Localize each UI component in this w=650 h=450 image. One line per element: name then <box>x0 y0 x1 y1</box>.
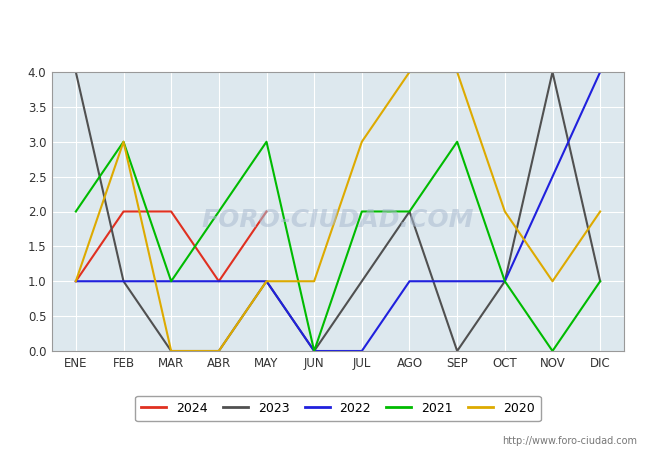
Text: Matriculaciones de Vehiculos en Rairiz de Veiga: Matriculaciones de Vehiculos en Rairiz d… <box>128 14 522 32</box>
Text: http://www.foro-ciudad.com: http://www.foro-ciudad.com <box>502 436 637 446</box>
Legend: 2024, 2023, 2022, 2021, 2020: 2024, 2023, 2022, 2021, 2020 <box>135 396 541 421</box>
Text: FORO-CIUDAD.COM: FORO-CIUDAD.COM <box>202 208 474 232</box>
